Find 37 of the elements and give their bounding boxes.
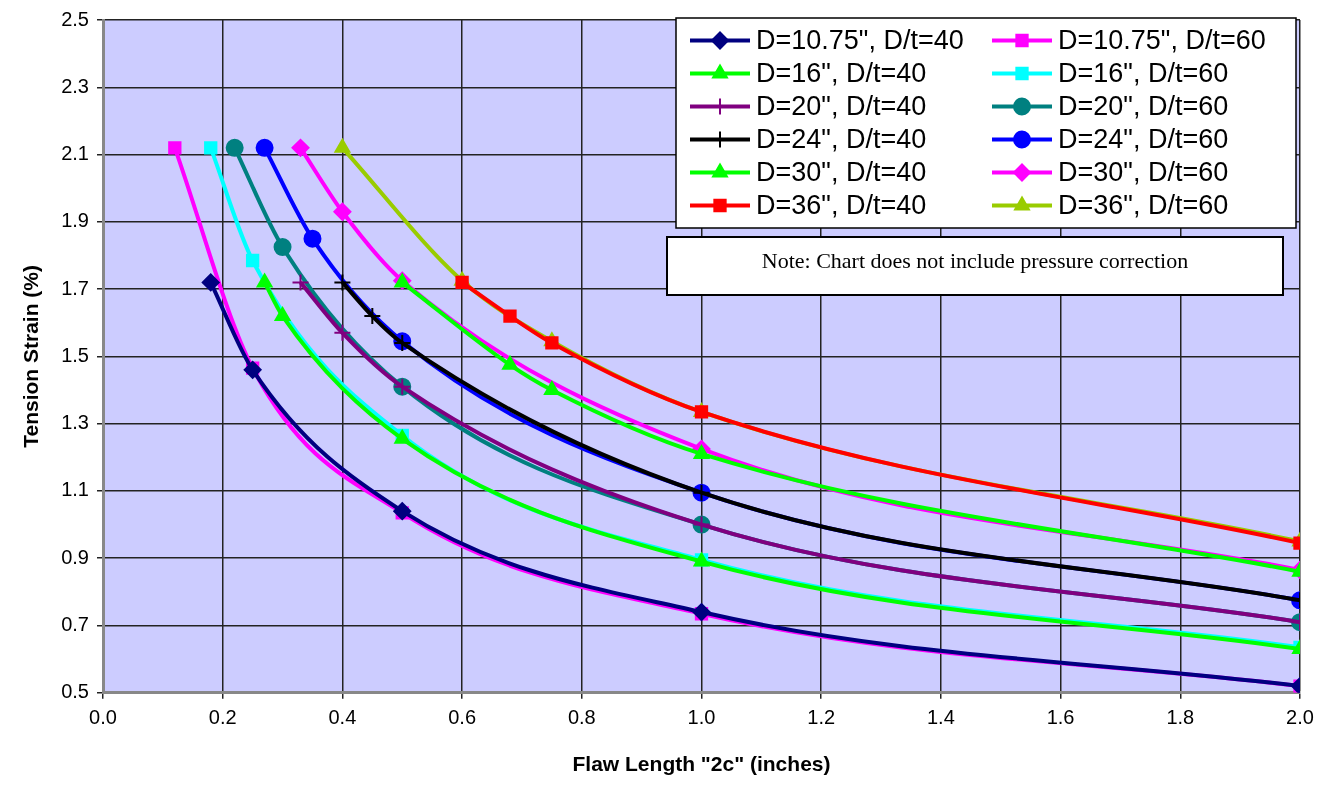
x-tick-label: 2.0 [1286,706,1314,729]
x-tick-label: 0.2 [208,706,237,729]
legend-label: D=16", D/t=60 [1058,57,1229,88]
x-tick-label: 1.4 [926,706,955,729]
legend-label: D=36", D/t=60 [1058,189,1229,220]
x-tick-label: 0.8 [567,706,596,729]
legend-label: D=10.75", D/t=40 [756,24,964,55]
x-tick-label: 0.4 [328,706,357,729]
note-box: Note: Chart does not include pressure correction [666,236,1284,296]
y-tick-label: 1.3 [61,411,89,434]
y-tick-label: 0.5 [61,680,89,703]
y-tick-label: 0.9 [61,545,89,568]
legend-label: D=24", D/t=40 [756,123,927,154]
legend-label: D=16", D/t=40 [756,57,927,88]
y-tick-label: 2.5 [61,7,89,30]
y-tick-label: 2.1 [61,142,89,165]
y-tick-label: 1.7 [61,276,89,299]
legend-label: D=24", D/t=60 [1058,123,1229,154]
x-tick-label: 0.6 [448,706,477,729]
y-tick-label: 1.5 [61,343,89,366]
legend-label: D=30", D/t=60 [1058,156,1229,187]
legend-label: D=20", D/t=60 [1058,90,1229,121]
x-tick-label: 1.0 [687,706,716,729]
legend-label: D=10.75", D/t=60 [1058,24,1266,55]
y-tick-label: 2.3 [61,74,89,97]
x-axis-title: Flaw Length "2c" (inches) [572,752,831,776]
x-tick-label: 0.0 [89,706,117,729]
legend-label: D=20", D/t=40 [756,90,927,121]
legend-label: D=36", D/t=40 [756,189,927,220]
x-tick-label: 1.6 [1046,706,1075,729]
x-tick-label: 1.8 [1166,706,1195,729]
y-tick-label: 1.1 [61,478,89,501]
y-tick-label: 1.9 [61,209,89,232]
x-tick-label: 1.2 [807,706,836,729]
legend-label: D=30", D/t=40 [756,156,927,187]
y-tick-label: 0.7 [61,613,89,636]
y-axis-title: Tension Strain (%) [19,265,43,448]
